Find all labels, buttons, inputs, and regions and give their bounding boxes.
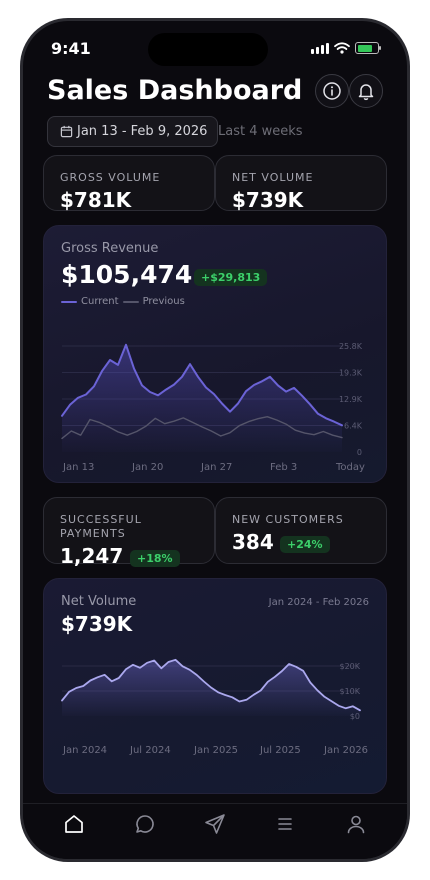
gross-volume-card[interactable]: GROSS VOLUME $781K [43,155,215,212]
metric-value: 384 [232,530,274,554]
status-icons [311,42,381,54]
x-tick-label: Jul 2024 [130,745,171,756]
calendar-icon [60,125,73,138]
chart-legend: Current Previous [61,296,185,307]
metric-value: $739K [232,188,304,212]
period-label: Last 4 weeks [218,124,303,139]
gross-revenue-card[interactable]: Gross Revenue $105,474 +$29,813 Current … [43,225,387,483]
series-area-current [62,344,342,452]
metric-label: NET VOLUME [232,171,314,184]
x-tick-label: Jan 13 [63,462,95,473]
series-line-previous [61,416,343,440]
x-tick-label: Today [336,462,365,473]
battery-icon [355,42,381,54]
x-tick-label: Jan 2025 [194,745,239,756]
successful-payments-card[interactable]: SUCCESSFUL PAYMENTS 1,247 +18% [43,497,215,568]
net-volume-chart-card[interactable]: Net Volume $739K Jan 2024 - Feb 2026 $20… [43,578,387,794]
series-line-current [61,343,343,427]
info-icon [323,82,341,100]
chart-label: Net Volume [61,594,137,609]
dynamic-island [148,33,268,66]
x-tick-label: Jul 2025 [260,745,301,756]
metric-label: GROSS VOLUME [60,171,161,184]
signal-icon [311,42,329,54]
new-customers-card[interactable]: NEW CUSTOMERS 384 +24% [215,497,387,564]
tab-send[interactable] [202,811,228,837]
metric-value: $781K [60,188,132,212]
series-line-net-volume [61,658,361,712]
net-volume-range: Jan 2024 - Feb 2026 [268,597,369,608]
net-volume-card[interactable]: NET VOLUME $739K [215,155,387,212]
date-range-label: Jan 13 - Feb 9, 2026 [77,124,208,139]
y-tick-label: 25.8K [339,342,363,351]
y-tick-label: 6.4K [344,422,363,431]
y-tick-label: $20K [339,662,360,671]
y-tick-label: $0 [350,712,360,721]
phone-frame: 9:41 Sales Dashboard Jan [20,18,410,862]
metric-value: 1,247 [60,544,124,568]
chat-icon [136,815,154,833]
y-tick-label: 12.9K [339,395,363,404]
metric-label: SUCCESSFUL PAYMENTS [60,513,142,540]
send-icon [205,814,225,834]
metric-label: NEW CUSTOMERS [232,513,344,526]
legend-previous: Previous [142,296,185,307]
y-tick-label: $10K [339,687,360,696]
tab-menu[interactable] [272,811,298,837]
legend-swatch-current [61,300,77,303]
screen: 9:41 Sales Dashboard Jan [23,21,407,859]
page-title: Sales Dashboard [47,75,303,106]
bell-icon [358,84,374,101]
user-icon [347,815,365,834]
legend-swatch-previous [122,300,139,303]
gross-revenue-value: $105,474 [61,260,193,289]
tab-bar [23,803,407,859]
notifications-button[interactable] [349,74,383,108]
y-tick-label: 19.3K [339,369,363,378]
menu-icon [278,818,292,830]
x-tick-label: Jan 20 [132,462,164,473]
net-volume-chart: $20K $10K $0 [61,658,361,721]
x-tick-label: Jan 27 [201,462,233,473]
tab-profile[interactable] [343,811,369,837]
payments-change: +18% [130,550,180,567]
gross-revenue-chart: 25.8K 19.3K 12.9K 6.4K 0 [61,342,363,457]
wifi-icon [334,42,350,54]
net-volume-value: $739K [61,612,133,636]
legend-current: Current [81,296,119,307]
date-range-picker[interactable]: Jan 13 - Feb 9, 2026 [47,116,218,147]
x-tick-label: Jan 2024 [63,745,108,756]
gross-revenue-change: +$29,813 [194,269,268,286]
x-tick-label: Jan 2026 [324,745,369,756]
customers-change: +24% [280,536,330,553]
info-button[interactable] [315,74,349,108]
home-icon [65,815,83,833]
y-tick-label: 0 [357,448,362,457]
tab-home[interactable] [61,811,87,837]
x-tick-label: Feb 3 [270,462,298,473]
chart-label: Gross Revenue [61,241,159,256]
tab-messages[interactable] [132,811,158,837]
status-time: 9:41 [51,39,91,58]
